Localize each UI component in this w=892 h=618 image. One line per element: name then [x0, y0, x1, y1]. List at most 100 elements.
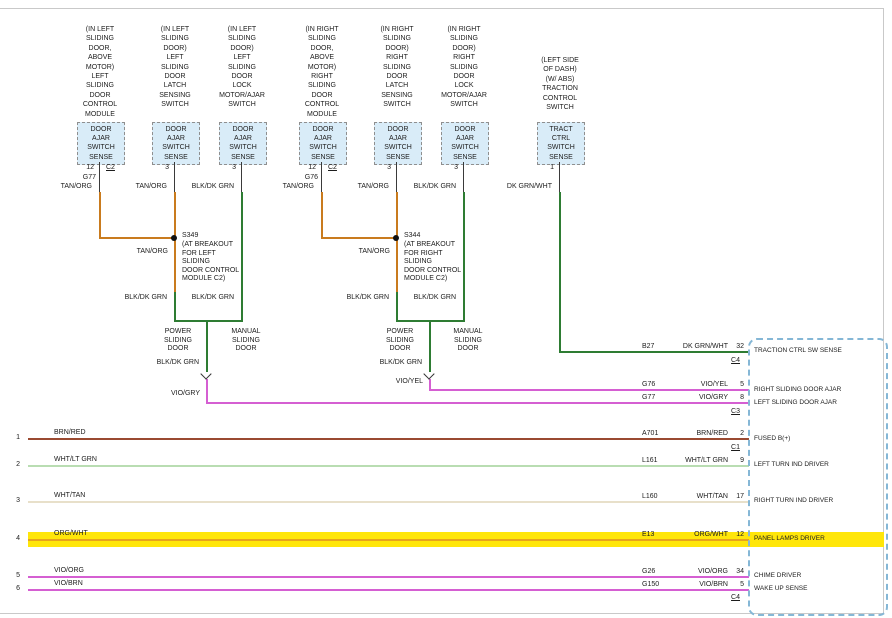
wire-blkgrn-right-branch	[396, 292, 398, 321]
wire-tan-org-below-s349	[174, 238, 176, 293]
wire-color-label: ORG/WHT	[54, 530, 88, 537]
wire-color-label: BRN/RED	[696, 430, 728, 437]
pin-number: 5	[740, 581, 744, 588]
wire-color-label: VIO/YEL	[700, 381, 728, 388]
pin-number: 2	[740, 430, 744, 437]
wire-vioyel-h-g76	[429, 389, 749, 391]
wire-color-label: BLK/DK GRN	[191, 294, 234, 301]
wire-color-label: TAN/ORG	[135, 183, 167, 190]
page-border	[0, 8, 884, 614]
wire-color-label: VIO/YEL	[395, 378, 423, 385]
wire-color-label: WHT/LT GRN	[685, 457, 728, 464]
wire-color-label: DK GRN/WHT	[506, 183, 552, 190]
door-ajar-switch-sense-box-6: DOOR AJAR SWITCH SENSE	[441, 122, 489, 165]
left-circuit-number: 5	[16, 572, 20, 579]
pin-stub-6	[463, 162, 464, 192]
splice-note: (AT BREAKOUT FOR RIGHT SLIDING DOOR CONT…	[404, 241, 462, 283]
pin-number: 8	[740, 394, 744, 401]
wire-color-label: BLK/DK GRN	[156, 359, 199, 366]
pin-number: 17	[736, 493, 744, 500]
circuit-id: L161	[642, 457, 658, 464]
tract-ctrl-switch-sense-box: TRACT CTRL SWITCH SENSE	[537, 122, 585, 165]
wire-tan-org-below-s344	[396, 238, 398, 293]
connector-label: C3	[731, 408, 740, 415]
pin-number: 12	[736, 531, 744, 538]
circuit-id: G77	[642, 394, 656, 401]
wire-color-label: VIO/BRN	[699, 581, 728, 588]
body-control-module-box	[748, 338, 888, 616]
component-location-right-control-module: (IN RIGHT SLIDING DOOR, ABOVE MOTOR) RIG…	[304, 26, 340, 118]
connector-label: C2	[106, 164, 115, 171]
pin-number: 12	[308, 164, 316, 171]
signal-name: WAKE UP SENSE	[754, 585, 808, 592]
pin-stub-3	[241, 162, 242, 192]
variant-label-power-sliding-door: POWER SLIDING DOOR	[385, 328, 414, 353]
wire-tan-org-col2	[174, 192, 176, 238]
pin-number: 32	[736, 343, 744, 350]
signal-name: FUSED B(+)	[754, 435, 791, 442]
pin-stub-2	[174, 162, 175, 192]
pin-number: 12	[86, 164, 94, 171]
wire-vioyel-v	[429, 379, 431, 391]
wire-brnred-a701	[28, 438, 749, 440]
wire-blkgrn-left-drop	[206, 320, 208, 372]
wire-blkgrn-col6	[463, 192, 465, 321]
pin-stub-1	[99, 162, 100, 192]
circuit-id: G76	[642, 381, 656, 388]
wire-tan-org-col5	[396, 192, 398, 238]
pin-number: 5	[740, 381, 744, 388]
wire-color-label: BLK/DK GRN	[413, 294, 456, 301]
pin-number: 3	[165, 164, 169, 171]
component-location-right-latch-switch: (IN RIGHT SLIDING DOOR) RIGHT SLIDING DO…	[380, 26, 414, 109]
wire-blkgrn-left-branch	[174, 292, 176, 321]
door-ajar-switch-sense-box-3: DOOR AJAR SWITCH SENSE	[219, 122, 267, 165]
variant-label-manual-sliding-door: MANUAL SLIDING DOOR	[231, 328, 261, 353]
pin-stub-4	[321, 162, 322, 192]
connector-label: C1	[731, 444, 740, 451]
component-location-left-lock-motor: (IN LEFT SLIDING DOOR) LEFT SLIDING DOOR…	[219, 26, 265, 109]
wire-viobrn-g150	[28, 589, 749, 591]
wire-dkgrnwht-traction-h	[559, 351, 749, 353]
wire-blkgrn-right-drop	[429, 320, 431, 372]
wire-color-label: TAN/ORG	[282, 183, 314, 190]
connector-label: C4	[731, 594, 740, 601]
circuit-id: G76	[304, 174, 318, 181]
circuit-id: B27	[642, 343, 655, 350]
wire-tan-org-col4	[321, 192, 323, 238]
signal-name: RIGHT SLIDING DOOR AJAR	[754, 386, 842, 393]
wire-color-label: BLK/DK GRN	[191, 183, 234, 190]
wire-color-label: ORG/WHT	[694, 531, 728, 538]
wire-color-label: TAN/ORG	[136, 248, 168, 255]
wire-color-label: TAN/ORG	[60, 183, 92, 190]
signal-name-highlighted: PANEL LAMPS DRIVER	[754, 535, 825, 542]
component-location-traction-switch: (LEFT SIDE OF DASH) (W/ ABS) TRACTION CO…	[541, 57, 579, 112]
wire-color-label: DK GRN/WHT	[682, 343, 728, 350]
wire-color-label: VIO/ORG	[698, 568, 728, 575]
wire-orgwht-e13	[28, 539, 749, 541]
wire-whtltgrn-l161	[28, 465, 749, 467]
pin-number: 3	[387, 164, 391, 171]
wire-tan-org-col1-to-splice	[99, 237, 176, 239]
wire-blkgrn-left-merge-bar	[174, 320, 243, 322]
variant-label-power-sliding-door: POWER SLIDING DOOR	[163, 328, 192, 353]
circuit-id: G150	[642, 581, 660, 588]
wire-tan-org-col1	[99, 192, 101, 238]
circuit-id: G26	[642, 568, 656, 575]
component-location-left-latch-switch: (IN LEFT SLIDING DOOR) LEFT SLIDING DOOR…	[159, 26, 191, 109]
wire-whttan-l160	[28, 501, 749, 503]
left-circuit-number: 2	[16, 461, 20, 468]
wire-color-label: VIO/GRY	[170, 390, 200, 397]
door-ajar-switch-sense-box-4: DOOR AJAR SWITCH SENSE	[299, 122, 347, 165]
wire-vioorg-g26	[28, 576, 749, 578]
wire-color-label: BLK/DK GRN	[413, 183, 456, 190]
wire-color-label: WHT/LT GRN	[54, 456, 97, 463]
component-location-right-lock-motor: (IN RIGHT SLIDING DOOR) RIGHT SLIDING DO…	[441, 26, 487, 109]
wire-color-label: VIO/ORG	[54, 567, 84, 574]
door-ajar-switch-sense-box-2: DOOR AJAR SWITCH SENSE	[152, 122, 200, 165]
splice-dot-s349	[171, 235, 177, 241]
pin-stub-7	[559, 162, 560, 192]
splice-dot-s344	[393, 235, 399, 241]
signal-name: LEFT TURN IND DRIVER	[754, 461, 829, 468]
wire-color-label: WHT/TAN	[696, 493, 728, 500]
